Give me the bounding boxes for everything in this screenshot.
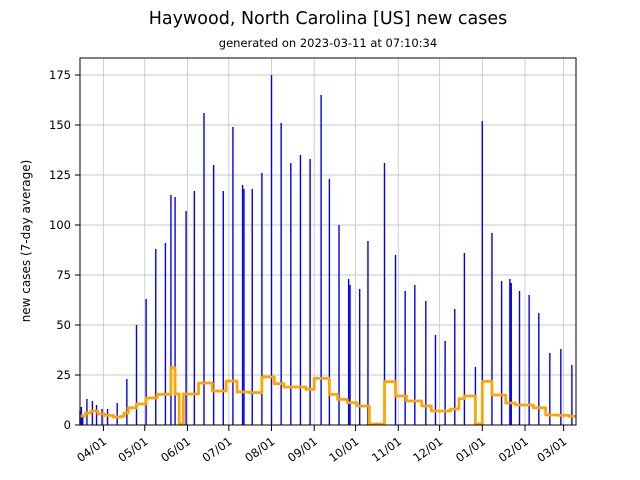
x-tick-label: 06/01 [158, 434, 193, 465]
y-tick-label: 175 [49, 68, 71, 82]
seven-day-average-line [80, 366, 576, 426]
x-tick-label: 05/01 [115, 434, 150, 465]
x-tick-label: 09/01 [285, 434, 320, 465]
chart-title: Haywood, North Carolina [US] new cases [148, 9, 508, 29]
x-tick-label: 11/01 [369, 434, 404, 465]
x-tick-label: 10/01 [326, 434, 361, 465]
y-tick-label: 50 [56, 318, 71, 332]
x-tick-label: 01/01 [453, 434, 488, 465]
y-tick-label: 0 [64, 418, 71, 432]
x-tick-label: 08/01 [242, 434, 277, 465]
x-tick-label: 07/01 [200, 434, 235, 465]
y-tick-label: 125 [49, 168, 71, 182]
x-tick-label: 02/01 [496, 434, 531, 465]
y-tick-label: 25 [56, 368, 71, 382]
x-tick-label: 03/01 [534, 434, 569, 465]
plot-border [79, 57, 577, 426]
x-tick-label: 04/01 [74, 434, 109, 465]
y-tick-label: 100 [49, 218, 71, 232]
chart-subtitle: generated on 2023-03-11 at 07:10:34 [218, 36, 438, 50]
y-axis-label: new cases (7-day average) [19, 159, 33, 323]
y-tick-label: 75 [56, 268, 71, 282]
y-tick-label: 150 [49, 118, 71, 132]
x-tick-label: 12/01 [410, 434, 445, 465]
